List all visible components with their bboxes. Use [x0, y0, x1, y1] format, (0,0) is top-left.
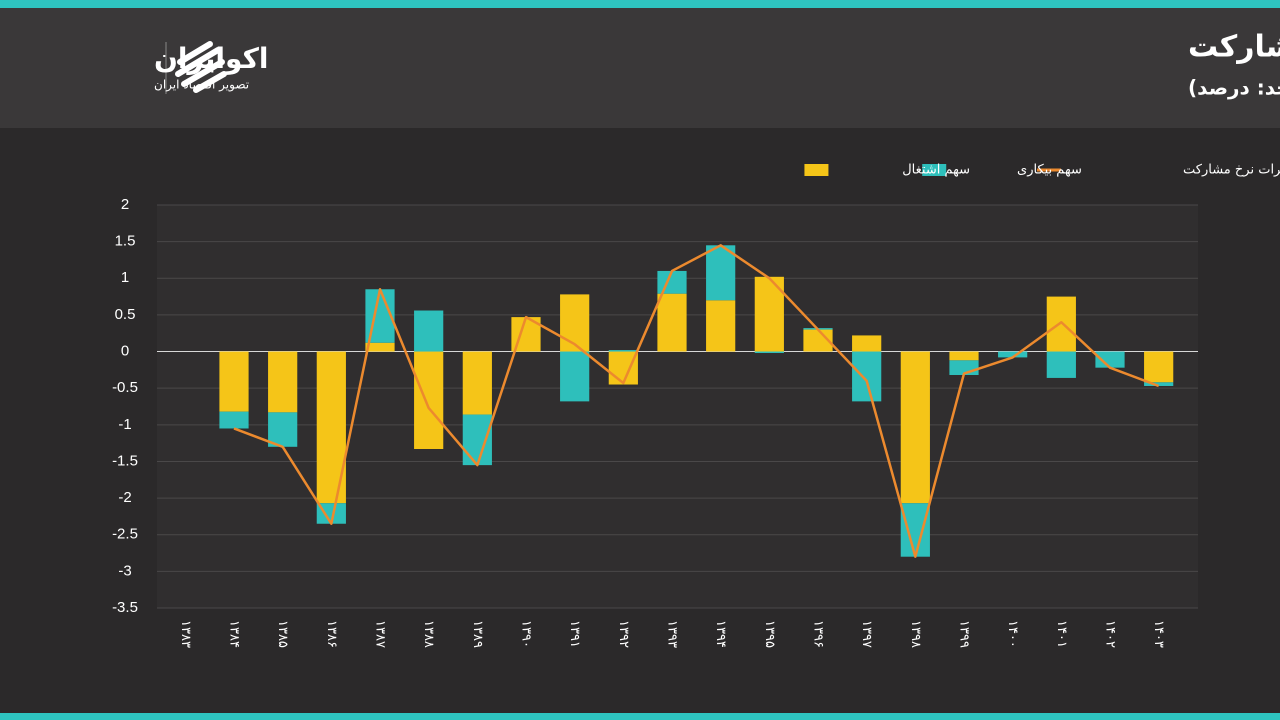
bar — [949, 351, 979, 361]
x-tick-label: ۱۳۹۵ — [762, 620, 777, 648]
bar — [1144, 351, 1174, 383]
x-tick-label: ۱۳۹۴ — [713, 620, 728, 648]
bar — [900, 503, 930, 557]
x-tick-label: ۱۳۸۶ — [324, 620, 339, 648]
y-tick-label: -1 — [118, 416, 131, 433]
x-tick-label: ۱۴۰۰ — [1005, 620, 1020, 648]
bar — [657, 293, 687, 352]
bar — [414, 351, 444, 449]
logo-name: اکوایران — [154, 42, 268, 75]
bar — [706, 245, 736, 301]
y-tick-label: -2.5 — [112, 526, 138, 543]
x-tick-label: ۱۳۹۹ — [957, 620, 972, 648]
bar — [316, 503, 346, 524]
x-tick-label: ۱۳۹۳ — [665, 620, 680, 648]
bar — [608, 350, 638, 352]
y-tick-label: 0 — [121, 343, 129, 360]
x-tick-label: ۱۳۹۲ — [616, 620, 631, 648]
bar — [900, 351, 930, 504]
y-tick-label: 0.5 — [115, 306, 136, 323]
bar — [657, 270, 687, 294]
x-tick-label: ۱۳۹۸ — [908, 620, 923, 648]
bar — [852, 351, 882, 402]
bar — [414, 310, 444, 352]
legend-swatch — [922, 164, 947, 176]
legend-swatch — [804, 164, 829, 176]
bar — [268, 351, 298, 413]
plot-area — [157, 205, 1198, 608]
x-tick-label: ۱۴۰۱ — [1054, 620, 1069, 648]
bar — [1046, 296, 1076, 352]
y-tick-label: -3.5 — [112, 599, 138, 616]
bar — [365, 342, 395, 352]
x-tick-label: ۱۴۰۲ — [1103, 620, 1118, 648]
x-tick-label: ۱۳۹۷ — [859, 620, 874, 648]
bar — [754, 351, 784, 354]
bar — [998, 351, 1028, 358]
bar — [219, 411, 249, 429]
logo: اکوایران تصویر اقتصاد ایران — [154, 41, 268, 94]
chart-subtitle: ( واحد: درصد) — [1188, 76, 1280, 100]
bar — [219, 351, 249, 412]
y-tick-label: -3 — [118, 562, 131, 579]
x-tick-label: ۱۳۹۱ — [567, 620, 582, 648]
x-tick-label: ۱۳۸۵ — [275, 620, 290, 648]
y-tick-label: 1.5 — [115, 233, 136, 250]
x-tick-label: ۱۳۸۸ — [421, 620, 436, 648]
chart-title: روند ۲۰ ساله سهم بیکاری و اشتغال از تغیی… — [1188, 30, 1280, 65]
x-tick-label: ۱۴۰۳ — [1151, 620, 1166, 648]
bar — [560, 351, 590, 402]
bar — [560, 294, 590, 352]
y-tick-label: -1.5 — [112, 452, 138, 469]
x-tick-label: ۱۳۹۶ — [811, 620, 826, 648]
bar — [608, 351, 638, 385]
bar — [462, 351, 492, 415]
y-tick-label: -0.5 — [112, 379, 138, 396]
x-tick-label: ۱۳۸۹ — [470, 620, 485, 648]
bar — [706, 300, 736, 352]
x-tick-label: ۱۳۹۰ — [519, 620, 534, 648]
bar — [1144, 382, 1174, 386]
legend-label: تغییرات نرخ مشارکت — [1183, 163, 1280, 178]
x-tick-label: ۱۳۸۷ — [373, 620, 388, 648]
logo-icon — [175, 41, 227, 93]
bar — [1046, 351, 1076, 378]
bar — [462, 414, 492, 466]
bar — [268, 412, 298, 447]
x-tick-label: ۱۳۸۳ — [178, 620, 193, 648]
line — [233, 244, 1160, 558]
y-tick-label: 2 — [121, 196, 129, 213]
y-tick-label: 1 — [121, 269, 129, 286]
bar — [1095, 351, 1125, 368]
x-tick-label: ۱۳۸۴ — [227, 620, 242, 648]
logo-tagline: تصویر اقتصاد ایران — [154, 78, 249, 93]
top-strip — [0, 0, 1280, 8]
bottom-strip — [0, 713, 1280, 720]
bar — [852, 335, 882, 352]
legend-label: سهم بیکاری — [1017, 163, 1082, 178]
bar — [803, 329, 833, 352]
legend-label: سهم اشتغال — [902, 163, 970, 178]
y-tick-label: -2 — [118, 489, 131, 506]
